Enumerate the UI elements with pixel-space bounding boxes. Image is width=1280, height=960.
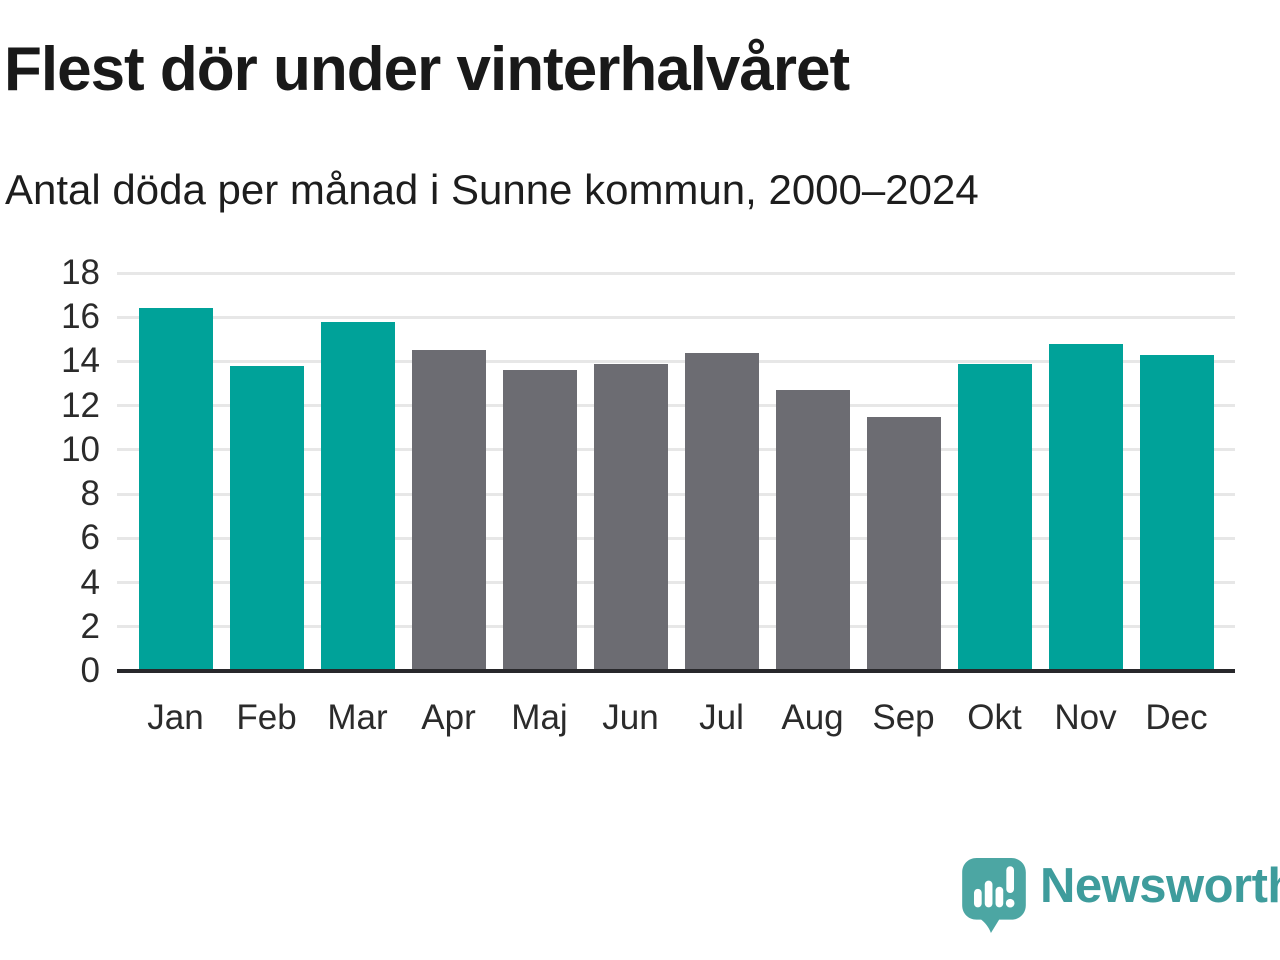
gridline-12	[117, 404, 1235, 408]
x-axis-label-Feb: Feb	[236, 698, 297, 737]
gridline-6	[117, 536, 1235, 540]
x-axis-line	[117, 669, 1235, 673]
gridline-8	[117, 492, 1235, 496]
y-axis-label-18: 18	[61, 253, 100, 292]
x-axis-label-Dec: Dec	[1145, 698, 1208, 737]
gridline-10	[117, 448, 1235, 452]
y-axis-label-0: 0	[80, 651, 100, 690]
bar-Dec	[1139, 354, 1214, 671]
bar-Sep	[866, 416, 941, 671]
x-axis-label-Sep: Sep	[872, 698, 935, 737]
y-axis-label-10: 10	[61, 429, 100, 469]
gridline-16	[117, 315, 1235, 319]
bar-slot-Dec	[1131, 273, 1222, 671]
bar-slot-Jul	[676, 273, 767, 671]
bar-Aug	[775, 390, 850, 671]
bar-slot-Okt	[949, 273, 1040, 671]
x-axis-label-Jan: Jan	[147, 698, 204, 737]
bar-slot-Sep	[858, 273, 949, 671]
bar-Nov	[1048, 343, 1123, 671]
bar-slot-Mar	[312, 273, 403, 671]
y-axis-label-12: 12	[61, 385, 100, 425]
y-axis-label-2: 2	[80, 606, 100, 646]
x-axis-label-Jul: Jul	[699, 698, 744, 737]
newsworthy-logo-icon	[962, 858, 1026, 933]
bar-slot-Jan	[130, 273, 221, 671]
bar-slot-Aug	[767, 273, 858, 671]
bar-Okt	[957, 363, 1032, 671]
y-axis-label-6: 6	[80, 518, 100, 558]
bar-Feb	[229, 365, 304, 671]
x-axis-label-Mar: Mar	[327, 698, 388, 737]
bar-slot-Apr	[403, 273, 494, 671]
bar-slot-Jun	[585, 273, 676, 671]
x-axis-label-Okt: Okt	[967, 698, 1022, 737]
gridline-18	[117, 271, 1235, 275]
bar-Apr	[411, 350, 486, 671]
bar-slot-Feb	[221, 273, 312, 671]
y-axis-label-16: 16	[61, 297, 100, 337]
bar-Jan	[138, 308, 213, 671]
gridline-14	[117, 359, 1235, 363]
bar-Mar	[320, 321, 395, 671]
x-axis-label-Apr: Apr	[421, 698, 476, 737]
y-axis-label-14: 14	[61, 341, 100, 381]
bar-Maj	[502, 370, 577, 671]
x-axis-label-Aug: Aug	[781, 698, 844, 737]
y-axis-label-4: 4	[80, 562, 100, 602]
bar-series	[117, 273, 1235, 671]
chart-subtitle: Antal döda per månad i Sunne kommun, 200…	[5, 166, 979, 213]
newsworthy-wordmark: Newsworthy	[1040, 859, 1280, 913]
x-axis: Jan Feb Mar Apr Maj Jun Jul Aug Sep Okt Nov Dec	[117, 698, 1235, 738]
bar-slot-Nov	[1040, 273, 1131, 671]
gridline-4	[117, 581, 1235, 585]
y-axis: 0 2 4 6 8 10 12 14 16 18	[0, 253, 100, 690]
gridline-2	[117, 625, 1235, 629]
x-axis-label-Nov: Nov	[1054, 698, 1117, 737]
bar-slot-Maj	[494, 273, 585, 671]
plot-area	[117, 271, 1235, 671]
bar-Jun	[593, 363, 668, 671]
bar-Jul	[684, 352, 759, 671]
y-axis-label-8: 8	[80, 474, 100, 514]
x-axis-label-Jun: Jun	[602, 698, 659, 737]
newsworthy-logo: Newsworthy	[960, 856, 1280, 934]
page-title: Flest dör under vinterhalvåret	[4, 35, 850, 104]
x-axis-label-Maj: Maj	[511, 698, 568, 737]
